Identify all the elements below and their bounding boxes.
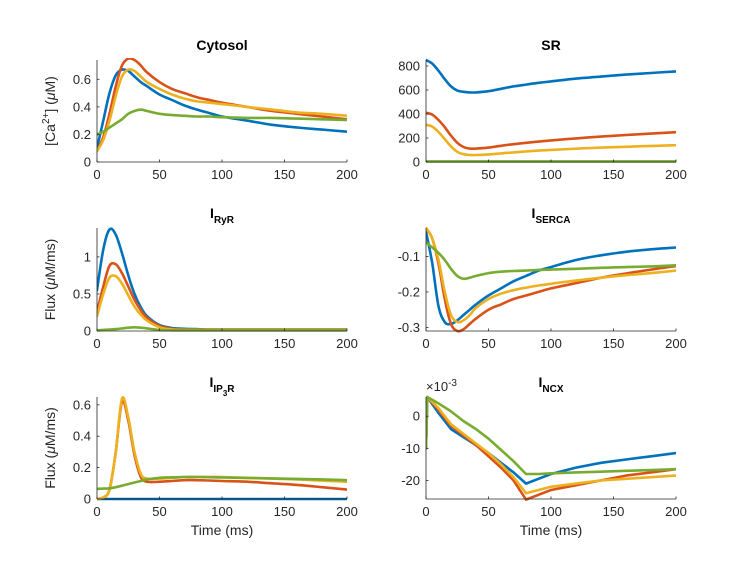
- x-axis-label: Time (ms): [191, 522, 253, 538]
- x-tick-label: 0: [422, 167, 429, 182]
- x-tick-label: 200: [336, 336, 358, 351]
- panel-sr: 0 50 100 150 200 0 200 400 600 800 SR: [398, 37, 687, 182]
- x-tick-label: 200: [336, 167, 358, 182]
- x-tick-label: 0: [93, 504, 100, 519]
- x-tick-label: 50: [481, 167, 495, 182]
- line-series-1: [426, 395, 676, 485]
- panel-title: SR: [541, 37, 560, 53]
- y-tick-label: 0.2: [73, 127, 91, 142]
- line-series-1: [426, 58, 676, 94]
- x-tick-label: 200: [665, 336, 687, 351]
- line-series-4: [426, 395, 676, 476]
- x-tick-label: 200: [665, 504, 687, 519]
- line-series-3: [426, 123, 676, 157]
- y-tick-label: -0.2: [398, 284, 420, 299]
- y-axis-label: [Ca2+] (μM): [41, 76, 58, 146]
- x-tick-label: 0: [422, 504, 429, 519]
- panel-iip3r: 0 50 100 150 200 0 0.2 0.4 0.6 IIP3R Time (ms) Flux…: [42, 374, 358, 538]
- series-group: [97, 58, 347, 153]
- x-tick-label: 100: [540, 504, 562, 519]
- line-series-1: [97, 68, 347, 150]
- x-tick-label: 100: [211, 504, 233, 519]
- line-series-3: [426, 226, 676, 324]
- y-tick-label: 800: [398, 59, 420, 74]
- x-tick-label: 150: [274, 504, 296, 519]
- y-tick-label: 0.4: [73, 429, 91, 444]
- line-series-4: [97, 108, 347, 136]
- line-series-3: [426, 395, 676, 495]
- x-tick-label: 150: [274, 336, 296, 351]
- y-tick-label: 0: [413, 155, 420, 170]
- y-tick-label: -20: [401, 473, 420, 488]
- panel-cytosol: 0 50 100 150 200 0 0.2 0.4 0.6 Cytosol [Ca2+] (μM): [41, 37, 358, 182]
- panel-title: IRyR: [210, 205, 235, 226]
- x-tick-label: 150: [603, 167, 625, 182]
- line-series-4: [97, 475, 347, 491]
- y-tick-label: 0.4: [73, 99, 91, 114]
- x-tick-label: 100: [540, 167, 562, 182]
- x-tick-label: 0: [93, 336, 100, 351]
- x-tick-label: 100: [540, 336, 562, 351]
- line-series-1: [426, 230, 676, 326]
- line-series-3: [97, 67, 347, 153]
- y-exponent-label: ×10-3: [426, 378, 457, 394]
- y-tick-label: 0: [413, 409, 420, 424]
- y-axis-label: Flux (μM/ms): [42, 239, 58, 321]
- y-tick-label: 0.5: [73, 286, 91, 301]
- panel-title: Cytosol: [196, 37, 247, 53]
- x-tick-label: 150: [603, 336, 625, 351]
- x-tick-label: 0: [93, 167, 100, 182]
- x-tick-label: 50: [152, 167, 166, 182]
- panel-iryr: 0 50 100 150 200 0 0.5 1 IRyR Flux (μM/ms): [42, 205, 358, 351]
- line-series-4: [426, 240, 676, 281]
- panel-iserca: 0 50 100 150 200 -0.3 -0.2 -0.1 ISERCA: [398, 205, 687, 351]
- x-tick-label: 150: [274, 167, 296, 182]
- x-tick-label: 50: [152, 336, 166, 351]
- x-tick-label: 100: [211, 167, 233, 182]
- line-series-3: [97, 274, 347, 332]
- x-tick-label: 50: [481, 336, 495, 351]
- x-tick-label: 200: [665, 167, 687, 182]
- x-tick-label: 0: [422, 336, 429, 351]
- series-group: [97, 396, 347, 501]
- y-tick-label: 400: [398, 107, 420, 122]
- panel-incx: 0 50 100 150 200 -20 -10 0 ×10-3 INCX Time (ms): [401, 374, 687, 538]
- x-tick-label: 100: [211, 336, 233, 351]
- y-tick-label: 0: [84, 492, 91, 507]
- x-tick-label: 150: [603, 504, 625, 519]
- series-group: [426, 226, 676, 333]
- line-series-4: [97, 326, 347, 332]
- series-group: [97, 227, 347, 332]
- y-tick-label: 0: [84, 324, 91, 339]
- y-tick-label: 600: [398, 83, 420, 98]
- x-axis-label: Time (ms): [520, 522, 582, 538]
- x-tick-label: 50: [481, 504, 495, 519]
- y-axis-label: Flux (μM/ms): [42, 407, 58, 489]
- y-tick-label: -0.1: [398, 249, 420, 264]
- x-tick-label: 200: [336, 504, 358, 519]
- series-group: [426, 395, 676, 501]
- x-tick-label: 50: [152, 504, 166, 519]
- y-tick-label: 0: [84, 155, 91, 170]
- line-series-2: [426, 395, 676, 501]
- y-tick-label: 1: [84, 249, 91, 264]
- y-tick-label: 0.6: [73, 397, 91, 412]
- series-group: [426, 58, 676, 163]
- panel-title: INCX: [538, 374, 563, 395]
- line-series-2: [97, 58, 347, 153]
- panel-title: ISERCA: [532, 205, 571, 226]
- y-tick-label: 0.2: [73, 460, 91, 475]
- y-tick-label: -0.3: [398, 320, 420, 335]
- y-tick-label: -10: [401, 441, 420, 456]
- y-tick-label: 200: [398, 131, 420, 146]
- line-series-1: [97, 227, 347, 331]
- line-series-2: [426, 111, 676, 151]
- panel-title: IIP3R: [209, 374, 235, 398]
- y-tick-label: 0.6: [73, 72, 91, 87]
